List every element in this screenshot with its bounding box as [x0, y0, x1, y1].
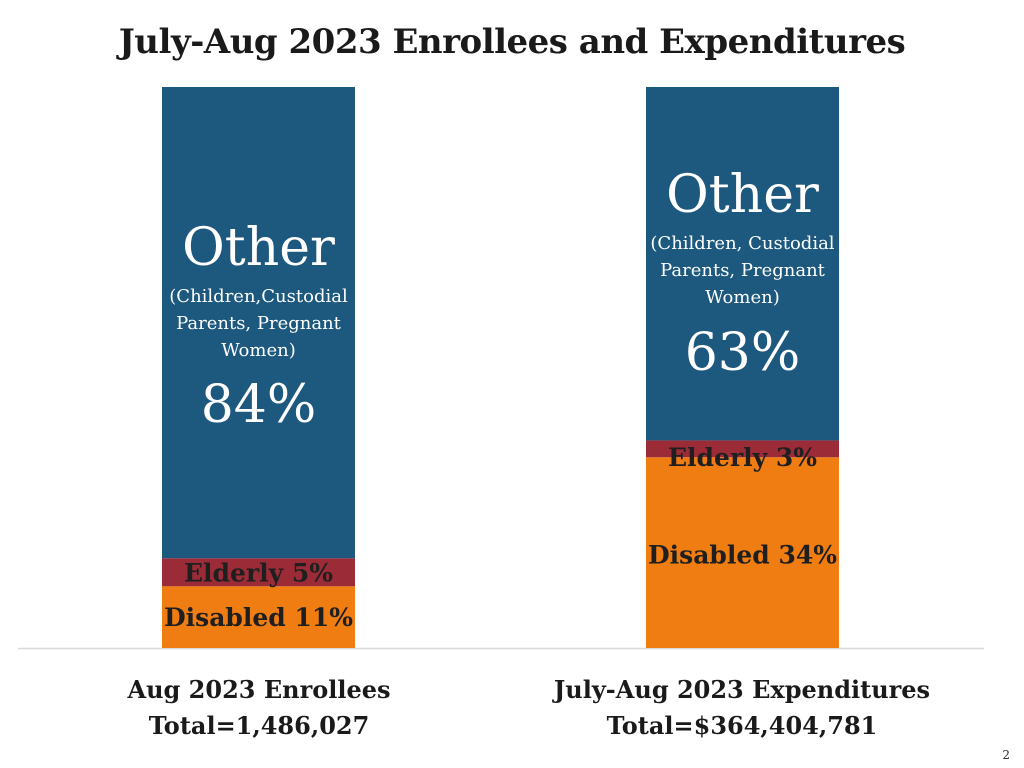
bar-2-disabled-segment: [646, 457, 839, 648]
bar-2-total: Total=$364,404,781: [606, 711, 878, 740]
page-title: July-Aug 2023 Enrollees and Expenditures: [118, 22, 906, 62]
bar-2-disabled-label: Disabled 34%: [648, 540, 837, 569]
bar-1-other-percent: 84%: [201, 375, 317, 435]
bar-1-total: Total=1,486,027: [148, 711, 370, 740]
bar-1-other-subtext: Parents, Pregnant: [176, 313, 342, 334]
bar-1-elderly-label: Elderly 5%: [184, 558, 333, 587]
page-number: 2: [1002, 748, 1010, 762]
bar-1-other-segment: [162, 87, 355, 559]
bar-1-category: Aug 2023 Enrollees: [127, 675, 391, 704]
bar-2-category: July-Aug 2023 Expenditures: [553, 675, 931, 704]
bar-2-caption: July-Aug 2023 Expenditures Total=$364,40…: [532, 672, 952, 744]
bar-2-other-subtext: Women): [705, 287, 779, 308]
bar-1-other-heading: Other: [182, 218, 335, 278]
bar-2-elderly-segment: [646, 440, 839, 458]
bar-1-disabled-segment: [162, 586, 355, 648]
bar-1-caption: Aug 2023 Enrollees Total=1,486,027: [49, 672, 469, 744]
bar-1-other-subtext: (Children,Custodial: [169, 286, 348, 307]
bar-2-elderly-label: Elderly 3%: [668, 443, 817, 472]
bar-2-other-percent: 63%: [685, 323, 801, 383]
bar-2-other-segment: [646, 87, 839, 441]
bar-2-other-heading: Other: [666, 165, 819, 225]
bar-2-other-subtext: Parents, Pregnant: [660, 260, 826, 281]
bar-1-other-subtext: Women): [221, 340, 295, 361]
bar-2-other-subtext: (Children, Custodial: [650, 233, 834, 254]
bar-1-elderly-segment: [162, 558, 355, 587]
bar-1-disabled-label: Disabled 11%: [164, 603, 353, 632]
